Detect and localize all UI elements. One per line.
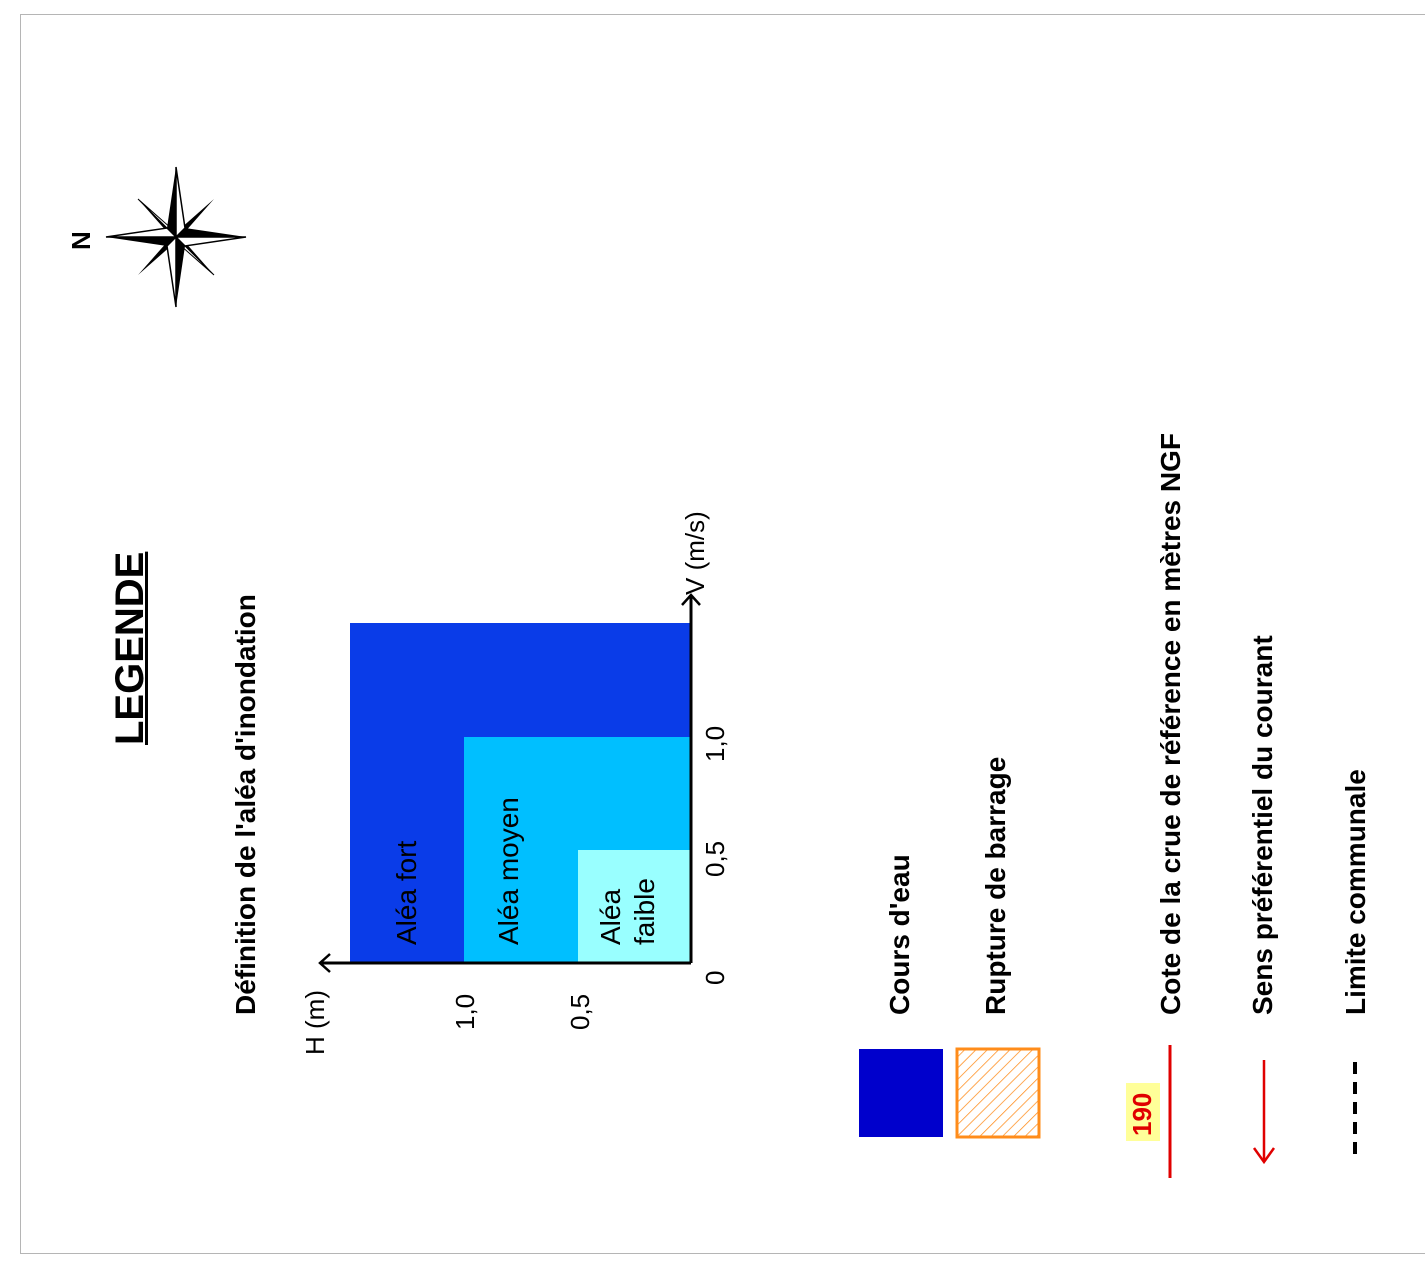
legend-label-cours-eau: Cours d'eau	[884, 854, 915, 1015]
cote-value: 190	[1127, 1092, 1157, 1136]
courant-arrow-head	[1252, 1147, 1276, 1165]
zone-faible	[578, 850, 691, 963]
h-axis-arrow	[318, 953, 331, 973]
legend-label-rupture-barrage: Rupture de barrage	[980, 756, 1011, 1015]
cote-badge-bg	[1126, 1083, 1160, 1141]
legend-label-cote-crue: Cote de la crue de référence en mètres N…	[1155, 433, 1186, 1015]
v-axis-arrow	[681, 593, 701, 606]
cours-eau-swatch	[859, 1049, 943, 1137]
page-frame	[20, 14, 1425, 1254]
rupture-barrage-swatch	[955, 1047, 1041, 1139]
legend-label-limite-communale: Limite communale	[1340, 769, 1371, 1015]
legend-label-sens-courant: Sens préférentiel du courant	[1247, 635, 1278, 1015]
